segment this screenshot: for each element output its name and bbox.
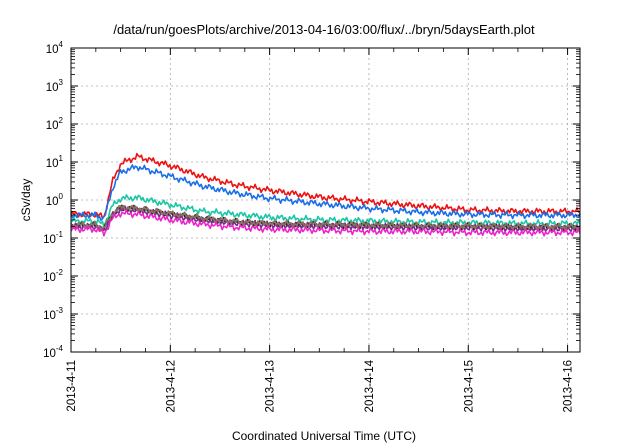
y-tick-label: 10-2 — [43, 268, 63, 284]
x-tick-label: 2013-4-15 — [463, 360, 475, 412]
y-axis: 10-4 10-3 10-2 10-1 100 101 102 103 104 — [43, 40, 580, 360]
x-axis: 2013-4-11 2013-4-12 2013-4-13 2013-4-14 2013… — [66, 48, 575, 412]
y-tick-label: 104 — [46, 40, 64, 56]
chart-title: /data/run/goesPlots/archive/2013-04-16/0… — [113, 22, 535, 37]
x-tick-label: 2013-4-14 — [364, 359, 376, 412]
series-line — [70, 205, 581, 233]
y-tick-label: 100 — [46, 192, 64, 208]
y-tick-label: 103 — [46, 78, 64, 94]
y-tick-label: 10-3 — [43, 306, 63, 322]
y-tick-label: 102 — [46, 116, 64, 132]
series-line — [70, 152, 581, 219]
series-line — [70, 209, 581, 237]
x-tick-label: 2013-4-12 — [165, 360, 177, 412]
y-tick-label: 10-1 — [43, 230, 63, 246]
x-tick-label: 2013-4-11 — [66, 360, 78, 412]
series-line — [70, 164, 581, 221]
y-tick-label: 10-4 — [43, 344, 63, 360]
y-tick-label: 101 — [46, 154, 64, 170]
series-line — [70, 204, 581, 232]
x-tick-label: 2013-4-13 — [265, 360, 277, 412]
plot-series — [70, 152, 581, 237]
x-axis-label: Coordinated Universal Time (UTC) — [232, 429, 416, 443]
y-axis-label: cSv/day — [19, 179, 33, 222]
x-tick-label: 2013-4-16 — [563, 360, 575, 412]
